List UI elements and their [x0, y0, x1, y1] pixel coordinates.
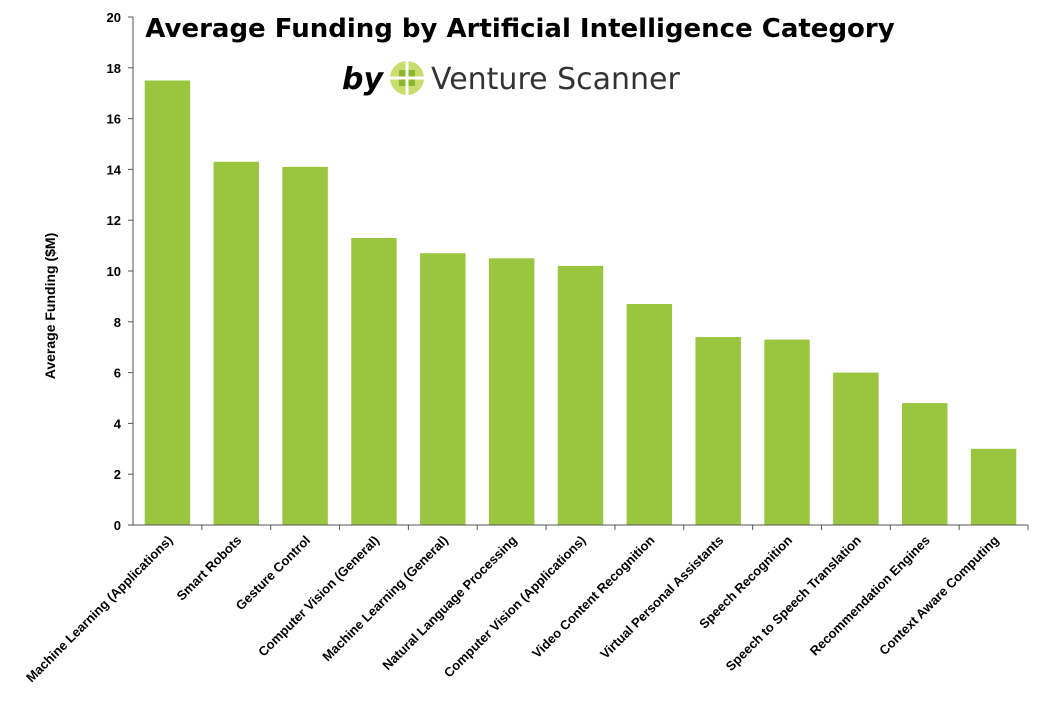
chart-title: Average Funding by Artificial Intelligen… — [145, 14, 894, 44]
x-category-label: Recommendation Engines — [807, 533, 933, 659]
x-category-label: Machine Learning (General) — [319, 533, 451, 665]
bar — [902, 403, 948, 525]
x-category-label: Smart Robots — [174, 533, 245, 604]
bar — [833, 372, 879, 525]
y-tick-label: 12 — [107, 213, 121, 228]
y-tick-label: 10 — [107, 264, 121, 279]
logo-by-text: by — [342, 62, 384, 97]
x-category-label: Computer Vision (General) — [255, 533, 382, 660]
y-tick-label: 20 — [107, 10, 121, 25]
grid-logo-icon — [390, 61, 424, 95]
x-category-label: Speech to Speech Translation — [723, 532, 864, 673]
bar — [626, 304, 673, 525]
x-category-label: Video Content Recognition — [529, 532, 657, 660]
y-tick-label: 2 — [114, 467, 121, 482]
bar-series — [144, 80, 1017, 526]
y-tick-label: 4 — [114, 416, 122, 431]
y-axis-label: Average Funding ($M) — [42, 233, 58, 380]
bar — [695, 337, 741, 525]
x-category-label: Context Aware Computing — [876, 532, 1002, 658]
bar — [488, 258, 535, 525]
bar — [351, 237, 397, 526]
bar — [213, 161, 259, 525]
x-category-label: Machine Learning (Applications) — [23, 533, 176, 686]
y-tick-label: 16 — [107, 112, 121, 127]
y-tick-label: 6 — [114, 366, 121, 381]
y-tick-label: 8 — [114, 315, 121, 330]
bar — [764, 339, 810, 525]
venture-scanner-logo: by Venture Scanner — [342, 61, 681, 97]
y-axis-ticks: 0 2 4 6 8 10 12 14 16 18 20 — [107, 10, 133, 533]
bar — [557, 265, 604, 525]
logo-brand-name: Venture Scanner — [431, 62, 681, 97]
x-category-label: Gesture Control — [233, 533, 314, 614]
x-category-label: Virtual Personal Assistants — [597, 533, 726, 662]
y-tick-label: 14 — [107, 162, 122, 177]
x-axis-labels: Machine Learning (Applications)Smart Rob… — [23, 525, 1029, 686]
bar — [420, 253, 466, 525]
bar — [282, 166, 328, 526]
bar — [144, 80, 191, 525]
y-tick-label: 0 — [114, 518, 121, 533]
y-tick-label: 18 — [107, 61, 121, 76]
bar — [970, 448, 1017, 525]
x-category-label: Natural Language Processing — [379, 532, 519, 672]
x-category-label: Computer Vision (Applications) — [441, 533, 589, 681]
